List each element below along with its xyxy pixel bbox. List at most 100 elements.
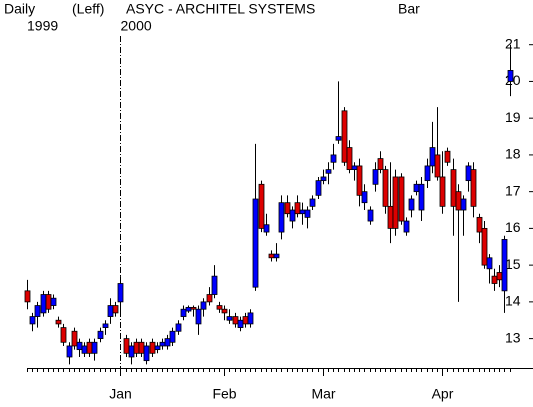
candle-body (278, 202, 285, 233)
candle-body (195, 308, 202, 325)
candle-body (258, 183, 265, 229)
candle-body (71, 330, 78, 347)
candle-body (216, 305, 223, 310)
candle-body (60, 327, 67, 343)
candle-body (320, 176, 327, 182)
candle-body (66, 345, 73, 358)
candle-body (299, 209, 306, 215)
candle-body (434, 154, 441, 178)
period-label: Daily (4, 1, 35, 17)
candle-body (263, 224, 270, 233)
candle-body (133, 341, 140, 354)
candle-body (418, 183, 425, 211)
candle-body (481, 227, 488, 266)
candle-body (403, 220, 410, 233)
candle-body (309, 198, 316, 207)
x-tick-label: Feb (212, 386, 236, 402)
year-label: 2000 (121, 18, 152, 34)
candle-body (180, 308, 187, 317)
candle-body (242, 316, 249, 325)
candle-body (387, 205, 394, 229)
candle-body (45, 294, 52, 310)
candle-body (356, 165, 363, 196)
candle-body (507, 70, 514, 82)
candle-body (123, 338, 130, 354)
candle-body (429, 147, 436, 167)
candle-body (444, 150, 451, 163)
candle-body (211, 275, 218, 295)
y-tick-label: 13 (505, 329, 521, 345)
candle-body (330, 154, 337, 163)
candle-body (34, 305, 41, 317)
y-tick-label: 14 (505, 293, 521, 309)
candle-body (496, 272, 503, 281)
candle-body (455, 191, 462, 211)
candle-body (424, 165, 431, 182)
candle-body (367, 209, 374, 222)
candle-body (154, 345, 161, 351)
candle-body (102, 323, 109, 328)
candle-body (304, 209, 311, 218)
candle-body (128, 345, 135, 358)
candle-body (149, 341, 156, 354)
candle-body (81, 345, 88, 354)
candle-body (138, 341, 145, 354)
candle-body (289, 209, 296, 222)
style-label: Bar (398, 1, 420, 17)
chart-title: ASYC - ARCHITEL SYSTEMS (126, 1, 315, 17)
candle-body (206, 294, 213, 303)
candle-body (325, 169, 332, 174)
candle-body (190, 306, 197, 310)
candle-body (392, 176, 399, 229)
year-label: 1999 (27, 18, 58, 34)
candle-body (24, 290, 31, 303)
candle-body (398, 176, 405, 222)
candle-body (335, 136, 342, 141)
candle-body (268, 253, 275, 259)
candle-body (413, 183, 420, 193)
candle-body (361, 191, 368, 204)
y-tick-label: 16 (505, 219, 521, 235)
candle-body (273, 253, 280, 259)
candle-body (40, 294, 47, 314)
candle-body (112, 305, 119, 314)
candle-body (76, 341, 83, 351)
candle-body (247, 312, 254, 325)
x-tick-label: Apr (432, 386, 454, 402)
candle-body (169, 330, 176, 343)
candle-body (185, 306, 192, 312)
candle-body (91, 341, 98, 354)
candle-body (491, 275, 498, 284)
y-tick-label: 18 (505, 146, 521, 162)
candle-body (143, 345, 150, 362)
note-label: (Leff) (72, 1, 104, 17)
candle-body (465, 165, 472, 182)
candle-body (408, 198, 415, 211)
candle-body (470, 169, 477, 207)
candle-body (476, 216, 483, 233)
candle-body (29, 316, 36, 325)
candle-body (159, 341, 166, 347)
candle-body (117, 283, 124, 303)
y-tick-label: 19 (505, 109, 521, 125)
candle-body (107, 305, 114, 317)
candle-body (351, 165, 358, 171)
candle-body (221, 308, 228, 314)
candle-body (175, 323, 182, 332)
candle-body (237, 319, 244, 328)
x-tick-label: Mar (311, 386, 335, 402)
y-tick-label: 17 (505, 182, 521, 198)
candle-body (460, 198, 467, 211)
candle-body (377, 158, 384, 171)
candle-body (341, 110, 348, 163)
candle-body (315, 180, 322, 196)
candle-body (382, 169, 389, 207)
candle-body (372, 169, 379, 185)
candle-body (450, 169, 457, 207)
candle-body (55, 319, 62, 325)
candle-body (252, 198, 259, 288)
candle-body (86, 341, 93, 354)
candle-body (501, 239, 508, 292)
y-tick-label: 15 (505, 256, 521, 272)
